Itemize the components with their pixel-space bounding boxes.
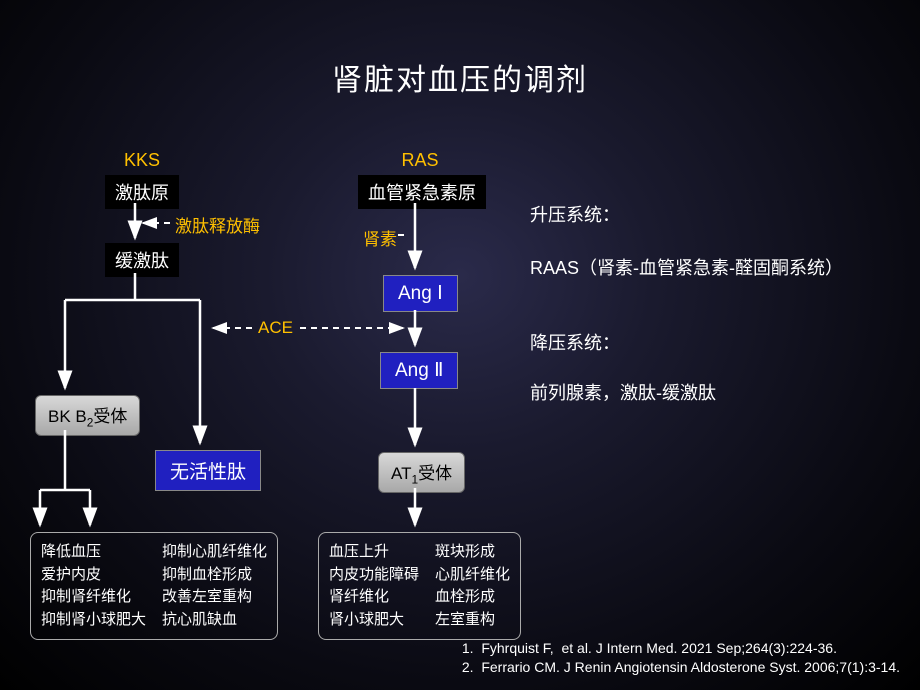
bradykinin-node: 缓激肽: [105, 243, 179, 277]
ras-effects-col1: 血压上升 内皮功能障碍 肾纤维化 肾小球肥大: [329, 541, 419, 631]
effect-item: 肾纤维化: [329, 586, 419, 609]
kallikrein-label: 激肽释放酶: [175, 212, 260, 237]
kks-header: KKS: [112, 150, 172, 171]
kks-effects-col2: 抑制心肌纤维化 抑制血栓形成 改善左室重构 抗心肌缺血: [162, 541, 267, 631]
effect-item: 心肌纤维化: [435, 564, 510, 587]
angiotensinogen-node: 血管紧急素原: [358, 175, 486, 209]
effect-item: 爱护内皮: [41, 564, 146, 587]
effect-item: 改善左室重构: [162, 586, 267, 609]
effect-item: 血栓形成: [435, 586, 510, 609]
at-receptor-prefix: AT: [391, 464, 411, 483]
effect-item: 血压上升: [329, 541, 419, 564]
bk-receptor-suffix: 受体: [93, 407, 127, 426]
depressor-title: 降压系统：: [530, 328, 620, 359]
effect-item: 抑制血栓形成: [162, 564, 267, 587]
bk-receptor-node: BK B2受体: [35, 395, 140, 436]
ras-effects-box: 血压上升 内皮功能障碍 肾纤维化 肾小球肥大 斑块形成 心肌纤维化 血栓形成 左…: [318, 532, 521, 640]
ang2-node: Ang Ⅱ: [380, 352, 458, 389]
effect-item: 抗心肌缺血: [162, 609, 267, 632]
effect-item: 降低血压: [41, 541, 146, 564]
at-receptor-suffix: 受体: [418, 464, 452, 483]
effect-item: 左室重构: [435, 609, 510, 632]
renin-label: 肾素: [363, 225, 397, 250]
pressor-body: RAAS（肾素-血管紧急素-醛固酮系统）: [530, 253, 843, 284]
slide-title: 肾脏对血压的调剂: [0, 55, 920, 99]
ras-header: RAS: [390, 150, 450, 171]
ras-effects-col2: 斑块形成 心肌纤维化 血栓形成 左室重构: [435, 541, 510, 631]
inactive-peptide-node: 无活性肽: [155, 450, 261, 491]
bk-receptor-prefix: BK B: [48, 407, 87, 426]
ace-label: ACE: [258, 318, 293, 338]
effect-item: 抑制肾小球肥大: [41, 609, 146, 632]
pressor-title: 升压系统：: [530, 200, 620, 231]
kininogen-node: 激肽原: [105, 175, 179, 209]
kks-effects-col1: 降低血压 爱护内皮 抑制肾纤维化 抑制肾小球肥大: [41, 541, 146, 631]
ang1-node: Ang Ⅰ: [383, 275, 458, 312]
kks-effects-box: 降低血压 爱护内皮 抑制肾纤维化 抑制肾小球肥大 抑制心肌纤维化 抑制血栓形成 …: [30, 532, 278, 640]
effect-item: 抑制心肌纤维化: [162, 541, 267, 564]
references: 1. Fyhrquist F, et al. J Intern Med. 202…: [462, 639, 900, 678]
effect-item: 抑制肾纤维化: [41, 586, 146, 609]
effect-item: 肾小球肥大: [329, 609, 419, 632]
at-receptor-node: AT1受体: [378, 452, 465, 493]
effect-item: 内皮功能障碍: [329, 564, 419, 587]
effect-item: 斑块形成: [435, 541, 510, 564]
depressor-body: 前列腺素，激肽-缓激肽: [530, 378, 716, 409]
